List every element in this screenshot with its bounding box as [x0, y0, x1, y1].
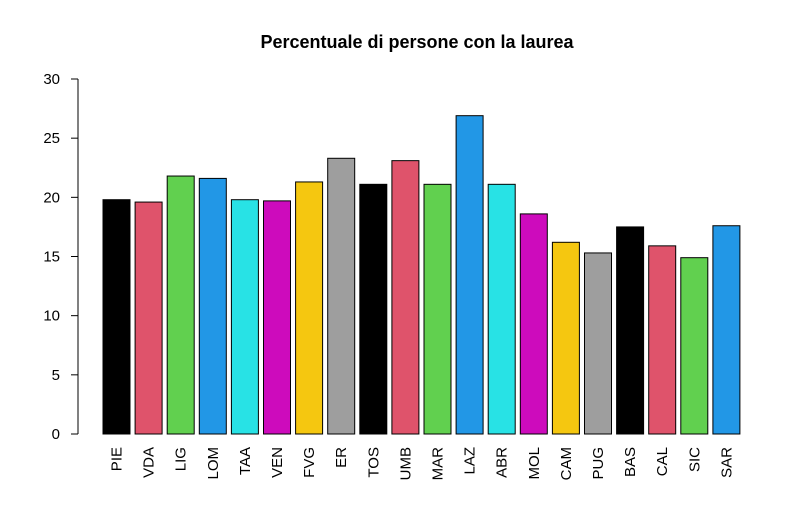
x-tick-label: LOM — [205, 447, 222, 480]
bar-tos — [359, 183, 388, 435]
x-tick-label: VEN — [269, 447, 286, 478]
bar-cam — [551, 241, 580, 435]
bar-mar — [423, 183, 452, 435]
x-tick-label: PIE — [109, 447, 126, 471]
x-tick-label: FVG — [301, 447, 318, 478]
bar-laz — [455, 115, 484, 435]
x-tick-label: SAR — [718, 447, 735, 478]
y-tick-label: 10 — [43, 308, 60, 325]
x-tick-label: MAR — [430, 447, 447, 481]
y-tick-label: 0 — [52, 426, 60, 443]
x-tick-label: ABR — [494, 447, 511, 478]
chart-title: Percentuale di persone con la laurea — [260, 32, 574, 52]
x-tick-label: CAL — [654, 447, 671, 476]
x-tick-label: PUG — [590, 447, 607, 480]
y-tick-label: 25 — [43, 130, 60, 147]
x-tick-label: CAM — [558, 447, 575, 480]
x-tick-label: TOS — [365, 447, 382, 478]
x-tick-label: TAA — [237, 447, 254, 475]
x-tick-label: VDA — [141, 447, 158, 478]
bar-fvg — [295, 181, 324, 435]
bar-lig — [166, 175, 195, 435]
bar-vda — [134, 201, 163, 435]
x-tick-label: UMB — [397, 447, 414, 480]
x-tick-label: LIG — [173, 447, 190, 471]
bar-pie — [102, 199, 131, 435]
bars — [102, 115, 741, 435]
x-tick-label: SIC — [686, 447, 703, 472]
bar-ven — [263, 200, 291, 435]
y-tick-label: 30 — [43, 71, 60, 88]
bar-lom — [198, 177, 227, 435]
x-tick-label: MOL — [526, 447, 543, 480]
x-tick-label: LAZ — [462, 447, 479, 475]
bar-mol — [519, 213, 548, 435]
bar-er — [327, 157, 356, 435]
x-tick-labels: PIE VDA LIG LOM TAA VEN FVG ER TOS UMB MAR LAZ ABR MO… — [109, 447, 736, 481]
y-tick-label: 5 — [52, 367, 60, 384]
bar-cal — [648, 245, 677, 435]
y-axis: 0 5 10 15 20 25 30 — [43, 71, 79, 443]
bar-bas — [616, 226, 645, 435]
x-tick-label: BAS — [622, 447, 639, 477]
bar-umb — [391, 160, 420, 435]
bar-pug — [584, 252, 612, 435]
x-tick-label: ER — [333, 447, 350, 468]
bar-abr — [487, 183, 516, 435]
y-tick-label: 15 — [43, 249, 60, 266]
bar-sic — [680, 257, 709, 435]
bar-taa — [230, 199, 259, 435]
bar-sar — [712, 225, 741, 435]
y-tick-label: 20 — [43, 189, 60, 206]
